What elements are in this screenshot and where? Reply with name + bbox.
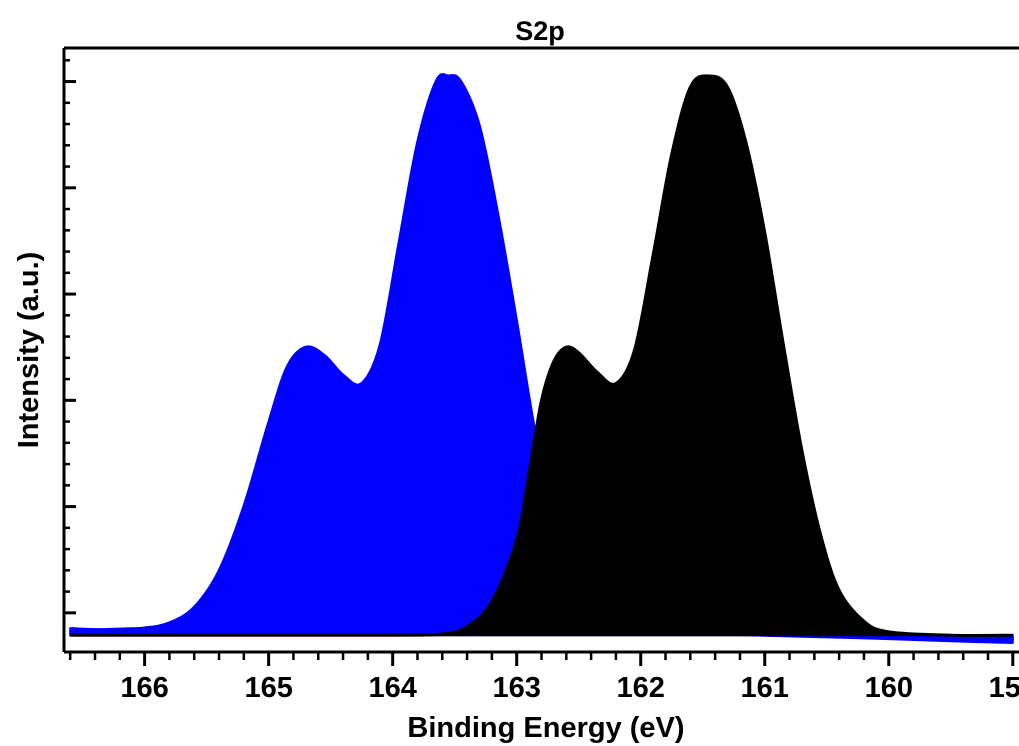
x-tick-label-0: 166 xyxy=(120,672,168,704)
x-tick-label-4: 162 xyxy=(617,672,665,704)
x-tick-label-5: 161 xyxy=(741,672,789,704)
series-line-1 xyxy=(70,74,1013,637)
chart-title: S2p xyxy=(515,16,565,46)
series-layer xyxy=(69,73,1014,644)
x-tick-label-1: 165 xyxy=(244,672,292,704)
x-tick-label-2: 164 xyxy=(368,672,416,704)
x-tick-label-3: 163 xyxy=(492,672,540,704)
series-area-1 xyxy=(70,74,1013,637)
x-tick-label-7: 159 xyxy=(989,672,1019,704)
x-tick-label-6: 160 xyxy=(865,672,913,704)
x-axis-label: Binding Energy (eV) xyxy=(407,712,684,744)
y-axis-label: Intensity (a.u.) xyxy=(13,252,45,449)
axis-layer: 166 165 164 163 162 161 160 159 xyxy=(62,46,1019,704)
